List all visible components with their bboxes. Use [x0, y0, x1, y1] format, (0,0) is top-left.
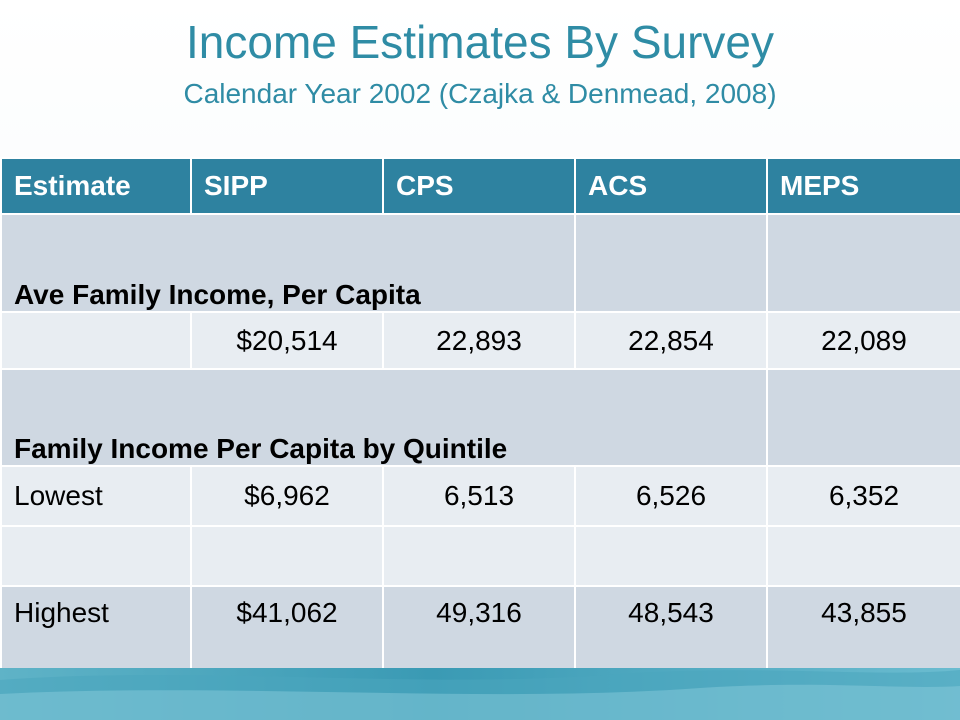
table-cell: 49,316 — [382, 585, 576, 680]
table-cell — [0, 525, 192, 587]
table-cell — [0, 311, 192, 370]
bottom-wave-decoration — [0, 670, 960, 720]
table-cell: 22,893 — [382, 311, 576, 370]
table-header-row: Estimate SIPP CPS ACS MEPS — [0, 157, 960, 215]
header-meps: MEPS — [766, 157, 960, 215]
table-row-lowest: Lowest $6,962 6,513 6,526 6,352 — [0, 465, 960, 527]
table-cell: 6,526 — [574, 465, 768, 527]
table-cell: $41,062 — [190, 585, 384, 680]
table-cell: $20,514 — [190, 311, 384, 370]
section-label-quintile: Family Income Per Capita by Quintile — [0, 368, 768, 467]
table-cell: 22,089 — [766, 311, 960, 370]
table-cell: 6,513 — [382, 465, 576, 527]
section-row-avg-family-income: Ave Family Income, Per Capita — [0, 213, 960, 313]
table-cell — [574, 525, 768, 587]
table-cell — [190, 525, 384, 587]
table-row-lowest-spacer — [0, 525, 960, 587]
header-cps: CPS — [382, 157, 576, 215]
table-row-highest: Highest $41,062 49,316 48,543 43,855 — [0, 585, 960, 680]
table-row-avg: $20,514 22,893 22,854 22,089 — [0, 311, 960, 370]
slide-title: Income Estimates By Survey — [186, 16, 774, 68]
table-cell — [766, 213, 960, 313]
income-table: Estimate SIPP CPS ACS MEPS Ave Family In… — [0, 157, 960, 680]
table-cell — [766, 525, 960, 587]
table-cell: 22,854 — [574, 311, 768, 370]
header-estimate: Estimate — [0, 157, 192, 215]
header-sipp: SIPP — [190, 157, 384, 215]
table-cell: 43,855 — [766, 585, 960, 680]
table-cell — [382, 525, 576, 587]
table-cell: Lowest — [0, 465, 192, 527]
section-row-quintile: Family Income Per Capita by Quintile — [0, 368, 960, 467]
table-cell — [574, 213, 768, 313]
header-acs: ACS — [574, 157, 768, 215]
table-cell: 6,352 — [766, 465, 960, 527]
table-cell: Highest — [0, 585, 192, 680]
slide-subtitle: Calendar Year 2002 (Czajka & Denmead, 20… — [183, 78, 777, 109]
section-label-avg-family-income: Ave Family Income, Per Capita — [0, 213, 576, 313]
table-cell: $6,962 — [190, 465, 384, 527]
table-cell — [766, 368, 960, 467]
